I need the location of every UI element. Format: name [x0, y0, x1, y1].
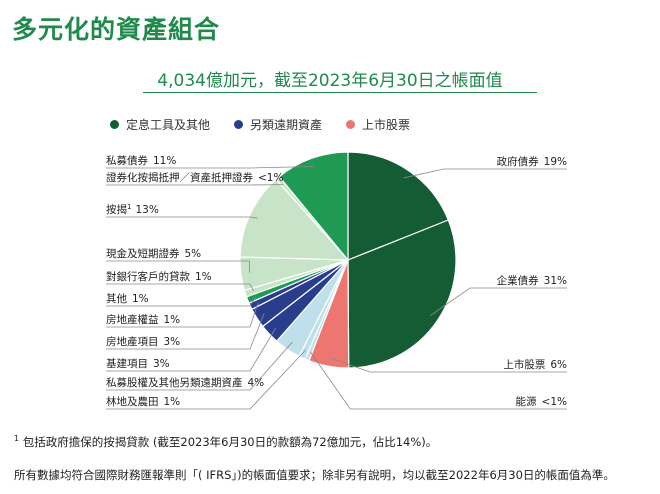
slice-label-value-13: <1%: [258, 172, 283, 184]
leader-line-0: [403, 168, 567, 179]
slice-label-value-2: 6%: [550, 359, 567, 371]
leader-line-14: [106, 166, 315, 169]
slice-label-value-0: 19%: [544, 156, 567, 168]
slice-label-1: 企業債券 31%: [497, 274, 567, 287]
slice-label-name-10: 對銀行客戶的貸款: [106, 270, 190, 283]
slice-label-value-7: 3%: [164, 336, 181, 348]
legend-label-fixed-income: 定息工具及其他: [126, 118, 211, 132]
slice-label-sup-12: 1: [127, 203, 131, 211]
slice-label-5: 私募股權及其他另類遠期資產 4%: [106, 376, 264, 389]
slice-label-value-11: 5%: [185, 248, 202, 260]
slice-label-6: 基建項目 3%: [106, 357, 170, 370]
slice-label-3: 能源 <1%: [516, 395, 567, 408]
slice-label-9: 其他 1%: [106, 292, 149, 305]
leader-line-4: [106, 349, 307, 410]
slice-label-value-10: 1%: [195, 271, 212, 283]
slice-label-name-14: 私募債券: [106, 154, 148, 167]
slice-label-value-14: 11%: [153, 155, 176, 167]
slice-label-name-6: 基建項目: [106, 357, 148, 370]
slice-label-name-0: 政府債券: [497, 155, 539, 168]
slice-label-value-12: 13%: [135, 204, 158, 216]
page-title: 多元化的資產組合: [12, 15, 221, 44]
slice-label-value-1: 31%: [544, 275, 567, 287]
slice-label-13: 證券化按揭抵押／資產抵押證券 <1%: [106, 171, 283, 184]
slice-label-value-9: 1%: [132, 293, 149, 305]
leader-line-7: [106, 313, 265, 350]
slice-label-2: 上市股票 6%: [503, 358, 567, 371]
footer-note: 所有數據均符合國際財務匯報準則「( IFRS」)的帳面值要求；除非另有說明，均以…: [14, 468, 615, 482]
slice-label-name-13: 證券化按揭抵押／資產抵押證券: [106, 171, 253, 184]
leader-line-6: [106, 327, 277, 372]
legend-dot-public-equities: [346, 120, 356, 129]
legend-item-fixed-income: 定息工具及其他: [110, 116, 210, 133]
legend-item-alternatives: 另類遠期資產: [234, 116, 322, 133]
slice-label-name-12: 按揭: [106, 203, 127, 216]
leader-line-2: [329, 357, 567, 373]
slice-label-name-5: 私募股權及其他另類遠期資產: [106, 376, 243, 389]
slice-label-name-7: 房地產項目: [106, 335, 159, 348]
leader-line-11: [106, 260, 250, 273]
legend-label-public-equities: 上市股票: [362, 118, 411, 132]
slice-label-4: 林地及農田 1%: [106, 395, 180, 408]
pie-chart: 政府債券 19% 企業債券 31% 上市股票 6% 能源 <1% 林地及農田 1% 私募股權及其他另…: [106, 151, 567, 410]
pie-slice-1: [347, 219, 457, 369]
leader-line-9: [106, 296, 257, 307]
legend-item-public-equities: 上市股票: [346, 116, 410, 133]
pie-slice-14: [278, 151, 349, 262]
slice-label-14: 私募債券 11%: [106, 154, 176, 167]
leader-line-12: [106, 216, 258, 219]
slice-label-10: 對銀行客戶的貸款 1%: [106, 270, 212, 283]
slice-label-11: 現金及短期證券 5%: [106, 247, 201, 260]
footnote: 1 包括政府擔保的按揭貸款 (截至2023年6月30日的款額為72億加元，佔比1…: [14, 434, 437, 450]
slice-label-12: 按揭1 13%: [106, 203, 159, 216]
slice-label-7: 房地產項目 3%: [106, 335, 180, 348]
chart-title: 4,034億加元，截至2023年6月30日之帳面值: [157, 71, 503, 91]
slice-label-name-4: 林地及農田: [106, 395, 159, 408]
chart-legend: 定息工具及其他 另類遠期資產 上市股票: [110, 116, 410, 133]
footnote-text: 包括政府擔保的按揭貸款 (截至2023年6月30日的款額為72億加元，佔比14%…: [22, 435, 438, 449]
leader-line-5: [106, 341, 293, 391]
legend-dot-alternatives: [234, 120, 244, 129]
chart-title-underline: [143, 92, 537, 93]
slice-label-name-2: 上市股票: [503, 358, 545, 371]
slice-label-name-8: 房地產權益: [106, 313, 159, 326]
slice-label-name-1: 企業債券: [497, 274, 539, 287]
pie-leader-lines: [106, 166, 567, 410]
legend-label-alternatives: 另類遠期資產: [250, 118, 323, 132]
slice-label-8: 房地產權益 1%: [106, 313, 180, 326]
slice-label-value-8: 1%: [164, 314, 181, 326]
slice-label-value-5: 4%: [248, 377, 265, 389]
slice-label-name-3: 能源: [516, 395, 537, 408]
slice-label-value-4: 1%: [164, 396, 181, 408]
leader-line-1: [430, 287, 567, 316]
slice-label-0: 政府債券 19%: [497, 155, 567, 168]
pie-labels: 政府債券 19% 企業債券 31% 上市股票 6% 能源 <1% 林地及農田 1% 私募股權及其他另…: [106, 154, 567, 408]
pie-slices: [239, 151, 457, 369]
leader-line-8: [106, 302, 259, 328]
pie-slice-12: [239, 178, 350, 261]
legend-dot-fixed-income: [110, 120, 119, 129]
leader-line-10: [106, 283, 254, 292]
slice-label-value-6: 3%: [153, 358, 170, 370]
slice-label-value-3: <1%: [542, 396, 567, 408]
pie-slice-0: [347, 151, 450, 261]
leader-line-3: [309, 351, 567, 410]
slice-label-name-11: 現金及短期證券: [106, 247, 180, 260]
slice-label-name-9: 其他: [106, 292, 127, 305]
footnote-marker: 1: [14, 434, 20, 444]
